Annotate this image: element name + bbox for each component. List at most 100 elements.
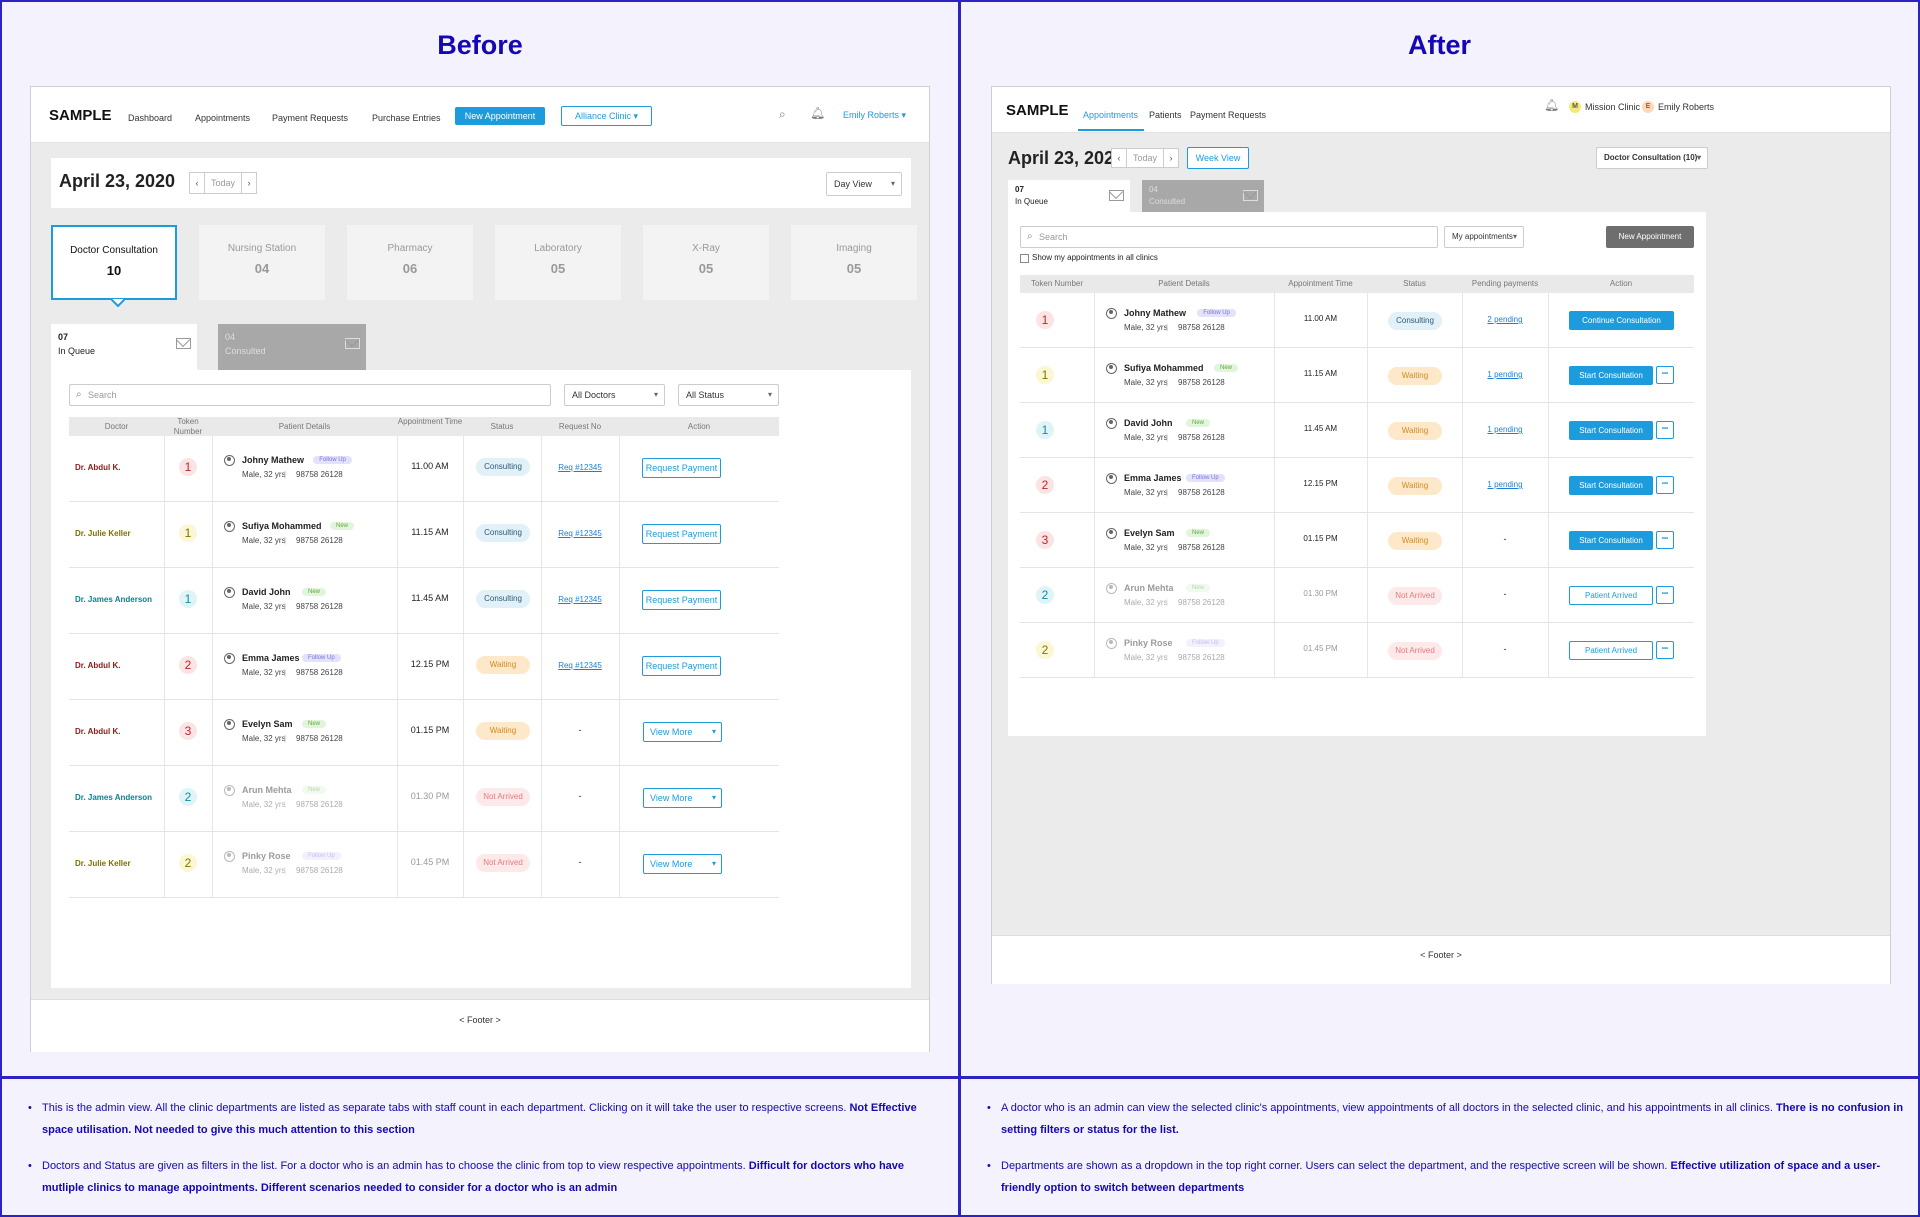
col-token: Token Number	[1030, 279, 1084, 288]
more-options-icon[interactable]: •••	[1656, 531, 1674, 549]
pending-payments-link[interactable]: 1 pending	[1487, 480, 1523, 489]
status-filter[interactable]: All Status	[678, 384, 779, 406]
nav-patients[interactable]: Patients	[1149, 110, 1182, 120]
patient-phone: 98758 26128	[1178, 378, 1225, 387]
search-input[interactable]: Search	[69, 384, 551, 406]
new-appointment-button[interactable]: New Appointment	[455, 107, 545, 125]
today-button[interactable]: Today	[204, 172, 242, 194]
more-options-icon[interactable]: •••	[1656, 366, 1674, 384]
user-menu[interactable]: Emily Roberts ▾	[843, 110, 906, 121]
nav-purchase-entries[interactable]: Purchase Entries	[372, 113, 441, 123]
nav-appointments[interactable]: Appointments	[1083, 110, 1139, 120]
tab-in-queue[interactable]: 07 In Queue	[51, 324, 197, 370]
request-payment-button[interactable]: Request Payment	[642, 458, 721, 478]
token-number: 2	[1036, 476, 1054, 494]
patient-arrived-button[interactable]: Patient Arrived	[1569, 586, 1653, 605]
pending-payments-link[interactable]: 1 pending	[1487, 425, 1523, 434]
bell-icon[interactable]: 🔔︎	[810, 106, 826, 120]
prev-day-button[interactable]: ‹	[1111, 148, 1127, 168]
token-number: 1	[179, 590, 197, 608]
queue-label: In Queue	[1015, 197, 1048, 206]
department-select[interactable]: Doctor Consultation (10)	[1596, 147, 1708, 169]
prev-day-button[interactable]: ‹	[189, 172, 205, 194]
doctor-filter[interactable]: All Doctors	[564, 384, 665, 406]
today-button[interactable]: Today	[1126, 148, 1164, 168]
patient-details: Arun Mehta New Male, 32 yrs | 98758 26128	[1094, 568, 1274, 623]
token-number: 1	[1036, 311, 1054, 329]
department-tab[interactable]: X-Ray 05	[643, 225, 769, 300]
appointment-time: 11.45 AM	[411, 593, 449, 603]
more-options-icon[interactable]: •••	[1656, 421, 1674, 439]
show-all-clinics-checkbox[interactable]	[1020, 254, 1029, 263]
view-more-dropdown[interactable]: View More ▾	[643, 788, 722, 808]
nav-dashboard[interactable]: Dashboard	[128, 113, 173, 123]
department-count: 10	[106, 263, 122, 278]
request-payment-button[interactable]: Request Payment	[642, 524, 721, 544]
tab-consulted[interactable]: 04 Consulted	[1142, 180, 1264, 212]
view-more-dropdown[interactable]: View More ▾	[643, 722, 722, 742]
user-menu[interactable]: Emily Roberts	[1658, 102, 1715, 112]
more-options-icon[interactable]: •••	[1656, 586, 1674, 604]
person-icon	[224, 521, 235, 532]
request-payment-button[interactable]: Request Payment	[642, 656, 721, 676]
department-tab[interactable]: Pharmacy 06	[347, 225, 473, 300]
search-input[interactable]: Search	[1020, 226, 1438, 248]
department-tab[interactable]: Doctor Consultation 10	[51, 225, 177, 300]
column-divider	[164, 700, 165, 765]
week-view-button[interactable]: Week View	[1187, 147, 1249, 169]
table-row: 1 Sufiya Mohammed New Male, 32 yrs | 98758 26…	[1020, 348, 1694, 403]
patient-arrived-button[interactable]: Patient Arrived	[1569, 641, 1653, 660]
start-consultation-button[interactable]: Start Consultation	[1569, 421, 1653, 440]
nav-appointments[interactable]: Appointments	[195, 113, 251, 123]
request-link[interactable]: Req #12345	[558, 529, 602, 538]
column-divider	[212, 634, 213, 699]
next-day-button[interactable]: ›	[241, 172, 257, 194]
department-tab[interactable]: Nursing Station 04	[199, 225, 325, 300]
tab-in-queue[interactable]: 07 In Queue	[1008, 180, 1130, 212]
pending-payments-link[interactable]: 1 pending	[1487, 370, 1523, 379]
next-day-button[interactable]: ›	[1163, 148, 1179, 168]
column-divider	[463, 502, 464, 567]
search-icon[interactable]: ⌕	[779, 107, 786, 121]
info-divider: |	[284, 866, 287, 875]
bell-icon[interactable]: 🔔︎	[1544, 98, 1560, 112]
request-link[interactable]: Req #12345	[558, 661, 602, 670]
start-consultation-button[interactable]: Start Consultation	[1569, 476, 1653, 495]
continue-consultation-button[interactable]: Continue Consultation	[1569, 311, 1674, 330]
nav-payment-requests[interactable]: Payment Requests	[272, 113, 349, 123]
pending-payments: -	[1503, 534, 1507, 544]
mail-icon	[345, 338, 360, 349]
pending-payments-link[interactable]: 2 pending	[1487, 315, 1523, 324]
more-options-icon[interactable]: •••	[1656, 476, 1674, 494]
column-divider	[1094, 513, 1095, 567]
request-link[interactable]: Req #12345	[558, 463, 602, 472]
start-consultation-button[interactable]: Start Consultation	[1569, 531, 1653, 550]
column-divider	[1094, 348, 1095, 402]
mail-icon	[1109, 190, 1124, 201]
department-name: Pharmacy	[387, 243, 433, 254]
tab-consulted[interactable]: 04 Consulted	[218, 324, 366, 370]
clinic-select[interactable]: Alliance Clinic ▾	[561, 106, 652, 126]
patient-badge: Follow Up	[302, 654, 341, 662]
before-screen: SAMPLE Dashboard Appointments Payment Re…	[30, 86, 930, 1052]
view-select[interactable]: Day View	[826, 172, 902, 196]
view-more-dropdown[interactable]: View More ▾	[643, 854, 722, 874]
start-consultation-button[interactable]: Start Consultation	[1569, 366, 1653, 385]
column-divider	[463, 436, 464, 501]
my-appointments-filter[interactable]: My appointments	[1444, 226, 1524, 248]
column-divider	[1274, 348, 1275, 402]
info-divider: |	[284, 470, 287, 479]
department-tab[interactable]: Laboratory 05	[495, 225, 621, 300]
more-options-icon[interactable]: •••	[1656, 641, 1674, 659]
column-divider	[212, 568, 213, 633]
new-appointment-button[interactable]: New Appointment	[1606, 226, 1694, 248]
column-divider	[397, 832, 398, 897]
consulted-count: 04	[225, 332, 236, 342]
department-tab[interactable]: Imaging 05	[791, 225, 917, 300]
request-payment-button[interactable]: Request Payment	[642, 590, 721, 610]
status-badge: Consulting	[1388, 312, 1442, 330]
clinic-switcher[interactable]: Mission Clinic	[1585, 102, 1641, 112]
patient-name: Pinky Rose	[1124, 638, 1173, 648]
request-link[interactable]: Req #12345	[558, 595, 602, 604]
nav-payment-requests[interactable]: Payment Requests	[1190, 110, 1267, 120]
